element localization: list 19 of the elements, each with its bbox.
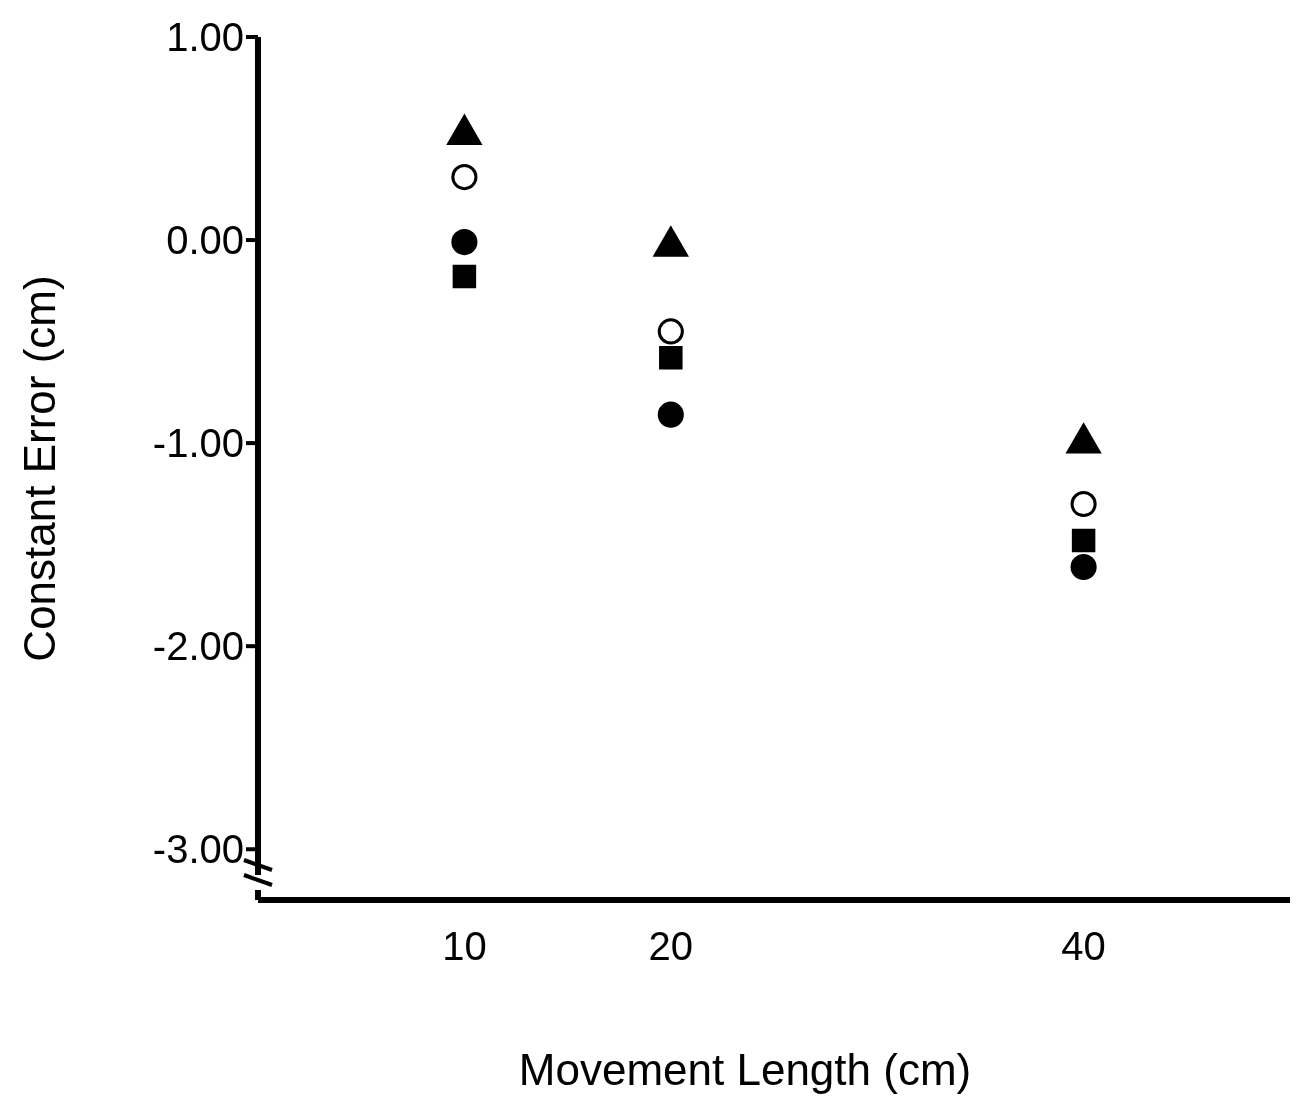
point <box>657 401 684 428</box>
point <box>659 346 683 370</box>
x-axis-title: Movement Length (cm) <box>518 1045 972 1094</box>
y-tick-label: 1.00 <box>166 15 244 59</box>
point <box>1071 528 1096 553</box>
y-axis-title: Constant Error (cm) <box>15 275 64 662</box>
point <box>657 318 684 345</box>
point <box>451 164 478 191</box>
y-tick-label: -2.00 <box>152 624 244 669</box>
x-tick-label: 20 <box>648 924 694 968</box>
point <box>1070 553 1097 581</box>
x-tick-label: 10 <box>442 924 487 968</box>
point <box>452 264 477 289</box>
y-tick-label: -1.00 <box>152 421 244 466</box>
x-tick-label: 40 <box>1061 924 1106 968</box>
point <box>451 229 478 256</box>
y-tick-label: 0.00 <box>166 218 244 263</box>
point <box>1070 491 1097 518</box>
y-tick-label: -3.00 <box>152 827 244 872</box>
